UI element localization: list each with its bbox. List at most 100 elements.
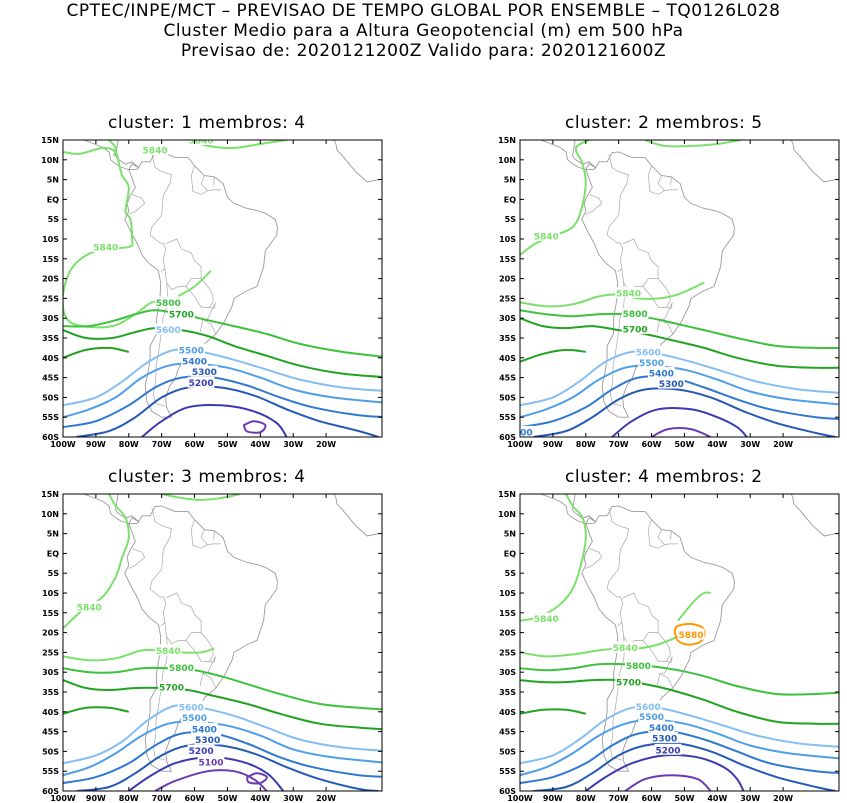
lon-tick-label: 20W — [773, 440, 793, 449]
country-border — [585, 194, 603, 215]
lon-tick-label: 70W — [152, 440, 172, 449]
contour-5840 — [520, 494, 587, 622]
lat-tick-label: 10S — [499, 235, 516, 244]
lat-tick-label: 45S — [42, 374, 59, 383]
lat-tick-label: EQ — [504, 195, 516, 204]
contour-lines — [520, 494, 839, 791]
lat-tick-label: 5S — [505, 215, 517, 224]
contour-label: 5840 — [613, 644, 638, 654]
contour-label: 5840 — [189, 137, 214, 147]
country-border — [149, 568, 167, 627]
lon-tick-label: 50W — [217, 440, 237, 449]
country-border — [659, 673, 674, 689]
lat-tick-label: 15N — [498, 136, 516, 145]
contour-label: 5600 — [156, 326, 181, 336]
country-border — [585, 548, 603, 569]
contour-5700 — [520, 317, 839, 369]
contour-5200 — [141, 403, 288, 437]
contour-label: 5840 — [616, 289, 641, 299]
lon-tick-label: 40W — [707, 794, 727, 803]
panel-2-title: cluster: 2 membros: 5 — [565, 113, 763, 133]
country-border — [213, 176, 215, 186]
lat-tick-label: 25S — [42, 648, 59, 657]
contour-5700 — [63, 706, 130, 715]
lat-tick-label: 20S — [42, 629, 59, 638]
lat-tick-label: 30S — [499, 314, 516, 323]
contour-label: 5300 — [195, 736, 220, 746]
contour-label: 5400 — [192, 725, 217, 735]
coastline-africa — [790, 140, 839, 183]
lat-tick-label: 50S — [42, 747, 59, 756]
lon-tick-label: 20W — [773, 794, 793, 803]
contour-5500 — [63, 362, 382, 419]
contour-5300 — [76, 385, 379, 437]
country-border — [610, 636, 625, 761]
country-border — [647, 519, 678, 549]
lat-tick-label: 20S — [499, 629, 516, 638]
lon-tick-label: 100W — [50, 794, 76, 803]
map-frame — [519, 493, 840, 792]
panel-1-title: cluster: 1 membros: 4 — [108, 113, 306, 133]
lon-tick-label: 80W — [119, 440, 139, 449]
contour-5700 — [520, 348, 586, 363]
lat-tick-label: 20S — [499, 275, 516, 284]
lat-tick-label: 30S — [499, 668, 516, 677]
contour-label: 5100 — [198, 759, 223, 769]
contour-label: 5600 — [636, 348, 661, 358]
lat-tick-label: 15S — [499, 255, 516, 264]
lat-tick-label: 15S — [42, 255, 59, 264]
map-geography — [63, 494, 382, 772]
lat-tick-label: 55S — [42, 767, 59, 776]
lat-tick-label: 35S — [499, 334, 516, 343]
lon-tick-label: 100W — [507, 440, 533, 449]
country-border — [164, 592, 202, 645]
lat-tick-label: 20S — [42, 275, 59, 284]
country-border — [608, 507, 629, 570]
lon-tick-label: 30W — [283, 794, 303, 803]
lon-tick-label: 70W — [152, 794, 172, 803]
lon-tick-label: 90W — [543, 794, 563, 803]
lat-tick-label: 55S — [42, 413, 59, 422]
coastline-central-america — [520, 140, 597, 171]
country-border — [608, 153, 629, 216]
country-border — [642, 278, 671, 308]
lon-tick-label: 50W — [674, 794, 694, 803]
contour-5840 — [108, 140, 117, 157]
lat-tick-label: EQ — [504, 549, 516, 558]
lat-tick-label: 60S — [42, 433, 59, 442]
country-border — [642, 632, 671, 662]
lat-tick-label: 50S — [42, 393, 59, 402]
contour-5800 — [63, 666, 382, 711]
contour-label: 5840 — [534, 615, 559, 625]
contour-5840 — [520, 281, 705, 308]
country-border — [670, 530, 672, 540]
map-geography — [520, 140, 839, 418]
lat-tick-label: 40S — [499, 354, 516, 363]
contour-label: 5500 — [639, 713, 664, 723]
contour-5100 — [154, 769, 268, 791]
coastline-africa — [333, 140, 382, 183]
country-border — [610, 282, 625, 407]
contour-5200 — [585, 754, 745, 791]
lat-tick-label: EQ — [47, 549, 59, 558]
lon-tick-label: 30W — [740, 440, 760, 449]
contour-label: 5300 — [652, 734, 677, 744]
contour-5300 — [533, 742, 836, 791]
contour-label: 5200 — [189, 379, 214, 389]
lon-tick-label: 100W — [50, 440, 76, 449]
contour-label: 5500 — [182, 714, 207, 724]
panel-3-title: cluster: 3 membros: 4 — [108, 467, 306, 487]
lat-tick-label: 60S — [499, 787, 516, 796]
lon-tick-label: 20W — [316, 794, 336, 803]
lon-tick-label: 90W — [86, 794, 106, 803]
lat-tick-label: 60S — [499, 433, 516, 442]
lat-tick-label: 5S — [48, 569, 60, 578]
header-line-3: Previsao de: 2020121200Z Valido para: 20… — [180, 41, 667, 61]
lat-tick-label: 10S — [42, 589, 59, 598]
longitude-axis: 100W 90W 80W 70W 60W 50W 40W 30W 20W — [50, 494, 336, 803]
country-border — [190, 165, 221, 195]
contour-5800 — [520, 662, 839, 696]
lon-tick-label: 60W — [642, 794, 662, 803]
